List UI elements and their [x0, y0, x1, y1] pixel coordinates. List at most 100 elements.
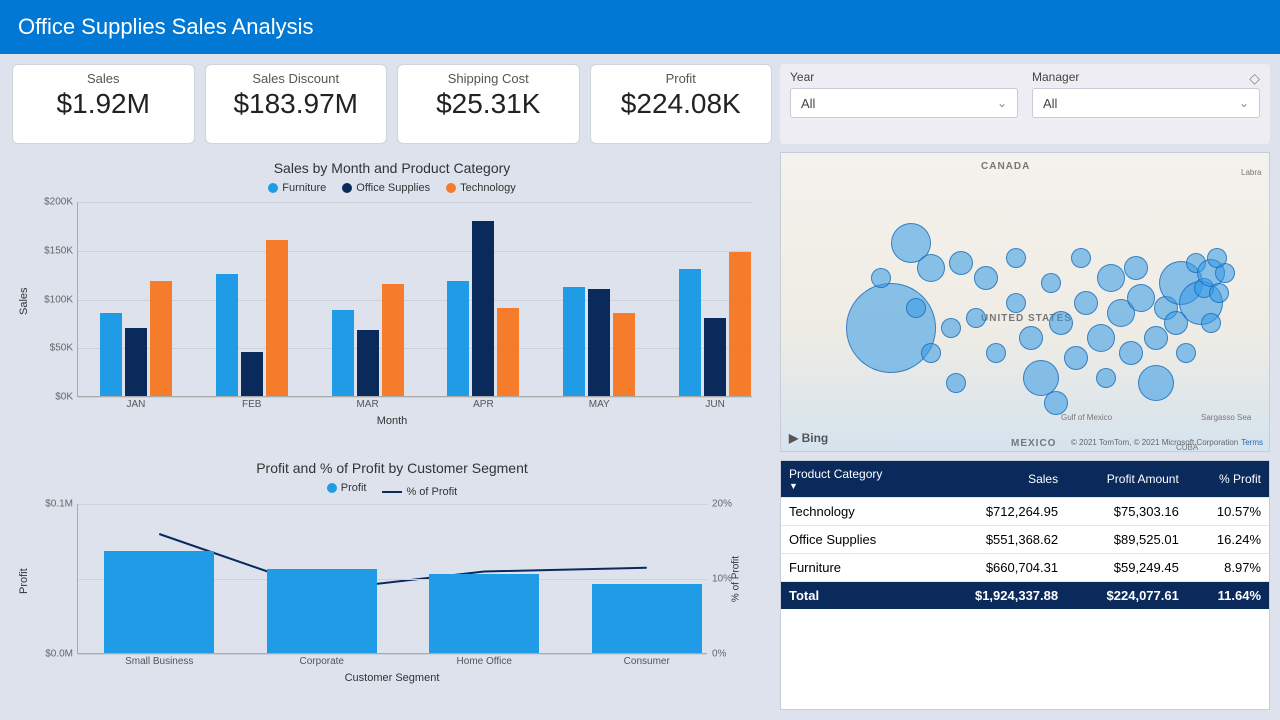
- table-header[interactable]: Product Category▼: [781, 461, 931, 498]
- manager-selected: All: [1043, 96, 1057, 111]
- map-bubble[interactable]: [1144, 326, 1168, 350]
- bar[interactable]: [357, 330, 379, 396]
- table-row[interactable]: Technology$712,264.95$75,303.1610.57%: [781, 498, 1269, 526]
- map-bubble[interactable]: [1119, 341, 1143, 365]
- map-bubble[interactable]: [1096, 368, 1116, 388]
- map-bubble[interactable]: [1097, 264, 1125, 292]
- x-tick: MAY: [554, 396, 644, 410]
- map-bubble[interactable]: [1049, 311, 1073, 335]
- map-label: Sargasso Sea: [1201, 413, 1251, 422]
- category-table[interactable]: Product Category▼SalesProfit Amount% Pro…: [780, 460, 1270, 710]
- bar[interactable]: [104, 551, 214, 653]
- kpi-label: Profit: [595, 71, 768, 86]
- map-bubble[interactable]: [1006, 293, 1026, 313]
- map-bubble[interactable]: [1138, 365, 1174, 401]
- map-bubble[interactable]: [1176, 343, 1196, 363]
- bar[interactable]: [447, 281, 469, 396]
- x-tick: FEB: [207, 396, 297, 410]
- bar[interactable]: [332, 310, 354, 396]
- map-bubble[interactable]: [1019, 326, 1043, 350]
- terms-link[interactable]: Terms: [1241, 438, 1263, 447]
- table-row[interactable]: Office Supplies$551,368.62$89,525.0116.2…: [781, 526, 1269, 554]
- map-bubble[interactable]: [1201, 313, 1221, 333]
- table-cell: $89,525.01: [1066, 526, 1187, 554]
- map-bubble[interactable]: [1209, 283, 1229, 303]
- map-bubble[interactable]: [949, 251, 973, 275]
- kpi-discount: Sales Discount $183.97M: [205, 64, 388, 144]
- map-bubble[interactable]: [974, 266, 998, 290]
- map-bubble[interactable]: [1041, 273, 1061, 293]
- y2-tick: 20%: [712, 499, 757, 510]
- map-bubble[interactable]: [1044, 391, 1068, 415]
- clear-filters-icon[interactable]: ◇: [1249, 70, 1260, 87]
- map-bubble[interactable]: [906, 298, 926, 318]
- map-bubble[interactable]: [966, 308, 986, 328]
- year-dropdown[interactable]: All ⌄: [790, 88, 1018, 118]
- bar[interactable]: [100, 313, 122, 396]
- y-tick: $100K: [28, 294, 73, 305]
- map-bubble[interactable]: [1006, 248, 1026, 268]
- chevron-down-icon: ⌄: [1239, 96, 1249, 110]
- profit-by-segment-chart[interactable]: Profit and % of Profit by Customer Segme…: [12, 460, 772, 710]
- bar[interactable]: [382, 284, 404, 396]
- bar[interactable]: [588, 289, 610, 396]
- legend-item[interactable]: Office Supplies: [342, 182, 430, 194]
- bar[interactable]: [216, 274, 238, 396]
- map-bubble[interactable]: [917, 254, 945, 282]
- manager-dropdown[interactable]: All ⌄: [1032, 88, 1260, 118]
- bar[interactable]: [241, 352, 263, 396]
- y-tick: $0.0M: [28, 649, 73, 660]
- map-bubble[interactable]: [871, 268, 891, 288]
- x-axis-label: Month: [22, 415, 762, 427]
- legend-item[interactable]: Furniture: [268, 182, 326, 194]
- table-cell: $660,704.31: [931, 554, 1067, 582]
- map-bubble[interactable]: [941, 318, 961, 338]
- sales-by-month-chart[interactable]: Sales by Month and Product Category Furn…: [12, 152, 772, 452]
- table-cell: 10.57%: [1187, 498, 1269, 526]
- legend-item[interactable]: Technology: [446, 182, 516, 194]
- chart-title: Profit and % of Profit by Customer Segme…: [22, 460, 762, 476]
- bar[interactable]: [429, 574, 539, 654]
- map-bubble[interactable]: [946, 373, 966, 393]
- bar[interactable]: [267, 569, 377, 653]
- map-bubble[interactable]: [1074, 291, 1098, 315]
- table-row[interactable]: Furniture$660,704.31$59,249.458.97%: [781, 554, 1269, 582]
- map-bubble[interactable]: [1064, 346, 1088, 370]
- map-bubble[interactable]: [1127, 284, 1155, 312]
- legend-item[interactable]: Profit: [327, 482, 367, 494]
- bar[interactable]: [266, 240, 288, 396]
- map-bubble[interactable]: [1124, 256, 1148, 280]
- table-cell: $224,077.61: [1066, 582, 1187, 610]
- year-selected: All: [801, 96, 815, 111]
- sales-map[interactable]: CANADAUNITED STATESMEXICOCUBAHAITIGUATEM…: [780, 152, 1270, 452]
- table-header[interactable]: Profit Amount: [1066, 461, 1187, 498]
- table-header[interactable]: % Profit: [1187, 461, 1269, 498]
- map-bubble[interactable]: [1207, 248, 1227, 268]
- map-bubble[interactable]: [1087, 324, 1115, 352]
- bar[interactable]: [729, 252, 751, 396]
- map-bubble[interactable]: [1071, 248, 1091, 268]
- bar[interactable]: [592, 584, 702, 653]
- bar[interactable]: [150, 281, 172, 396]
- legend-item[interactable]: % of Profit: [382, 486, 457, 498]
- bar[interactable]: [125, 328, 147, 396]
- map-bubble[interactable]: [921, 343, 941, 363]
- bar[interactable]: [563, 287, 585, 396]
- table-header[interactable]: Sales: [931, 461, 1067, 498]
- bar[interactable]: [472, 221, 494, 397]
- bar[interactable]: [704, 318, 726, 396]
- kpi-label: Shipping Cost: [402, 71, 575, 86]
- bar[interactable]: [613, 313, 635, 396]
- bar[interactable]: [679, 269, 701, 396]
- table-cell: Total: [781, 582, 931, 610]
- table-cell: $75,303.16: [1066, 498, 1187, 526]
- bar-group: [207, 240, 297, 396]
- x-tick: MAR: [323, 396, 413, 410]
- kpi-sales: Sales $1.92M: [12, 64, 195, 144]
- bar[interactable]: [497, 308, 519, 396]
- chart-plot-area: $0K$50K$100K$150K$200KJANFEBMARAPRMAYJUN: [77, 202, 752, 397]
- kpi-value: $183.97M: [210, 88, 383, 120]
- table-cell: Technology: [781, 498, 931, 526]
- map-bubble[interactable]: [986, 343, 1006, 363]
- x-tick: APR: [438, 396, 528, 410]
